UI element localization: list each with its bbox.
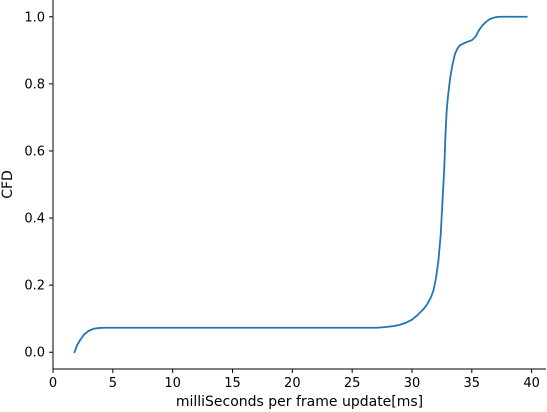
y-axis-label: CFD [0,170,16,199]
y-axis-ticks: 0.0 0.2 0.4 0.6 0.8 1.0 [24,10,53,361]
plot-area [73,15,528,354]
x-tick-label: 20 [284,376,301,391]
y-tick-label: 1.0 [24,10,45,25]
y-tick-label: 0.2 [24,279,45,294]
x-tick-label: 35 [464,376,481,391]
y-tick-label: 0.0 [24,346,45,361]
cfd-series-line [73,15,528,354]
x-tick-label: 40 [523,376,540,391]
x-tick-label: 10 [164,376,181,391]
x-axis-label: milliSeconds per frame update[ms] [176,394,423,410]
y-tick-label: 0.8 [24,77,45,92]
x-tick-label: 5 [109,376,117,391]
x-tick-label: 30 [404,376,421,391]
x-axis-ticks: 0 5 10 15 20 25 30 35 40 [49,369,540,391]
x-tick-label: 0 [49,376,57,391]
x-tick-label: 15 [224,376,241,391]
x-tick-label: 25 [344,376,361,391]
y-tick-label: 0.4 [24,212,45,227]
y-tick-label: 0.6 [24,144,45,159]
